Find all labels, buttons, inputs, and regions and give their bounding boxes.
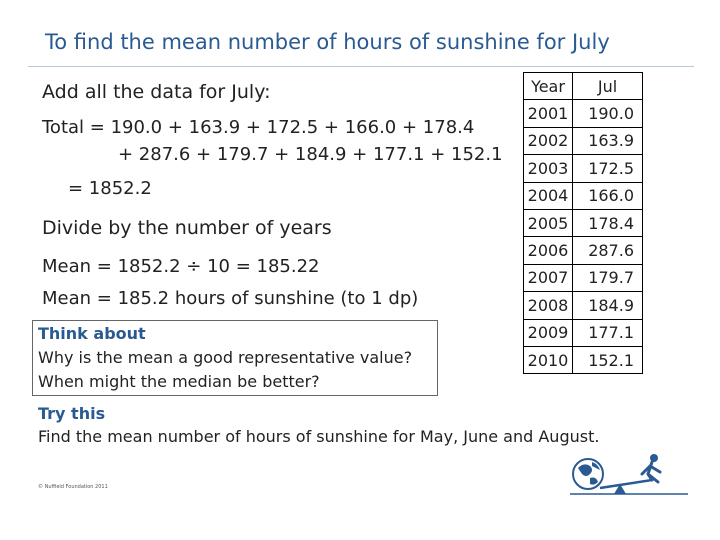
hours-cell: 166.0	[572, 181, 643, 210]
table-row: 2003 172.5	[523, 154, 643, 183]
table-row: 2001 190.0	[523, 99, 643, 128]
hours-cell: 178.4	[572, 208, 643, 238]
year-cell: 2001	[523, 99, 573, 128]
mean-result: Mean = 185.2 hours of sunshine (to 1 dp)	[42, 288, 419, 309]
table-row: 2002 163.9	[523, 126, 643, 156]
table-row: 2006 287.6	[523, 236, 643, 265]
year-cell: 2007	[523, 263, 573, 293]
think-about-question-2: When might the median be better?	[38, 372, 320, 391]
table-row: 2009 177.1	[523, 318, 643, 347]
try-this-heading: Try this	[38, 404, 106, 423]
table-header-row: Year Jul	[523, 71, 643, 101]
year-cell: 2003	[523, 154, 573, 183]
total-result: = 1852.2	[68, 178, 152, 199]
copyright-notice: © Nuffield Foundation 2011	[38, 484, 108, 490]
year-cell: 2010	[523, 345, 573, 375]
page-title: To find the mean number of hours of suns…	[45, 30, 610, 54]
hours-cell: 190.0	[572, 99, 643, 128]
table-row: 2004 166.0	[523, 181, 643, 210]
divide-instruction: Divide by the number of years	[42, 217, 332, 239]
total-line-1: Total = 190.0 + 163.9 + 172.5 + 166.0 + …	[42, 117, 475, 138]
total-line-2: + 287.6 + 179.7 + 184.9 + 177.1 + 152.1	[118, 144, 503, 165]
think-about-question-1: Why is the mean a good representative va…	[38, 348, 413, 367]
year-cell: 2008	[523, 291, 573, 320]
table-row: 2005 178.4	[523, 208, 643, 238]
hours-cell: 177.1	[572, 318, 643, 347]
nuffield-logo	[570, 452, 690, 500]
hours-cell: 172.5	[572, 154, 643, 183]
year-column-header: Year	[523, 71, 573, 101]
think-about-box	[32, 320, 438, 396]
table-row: 2010 152.1	[523, 345, 643, 375]
hours-cell: 179.7	[572, 263, 643, 293]
year-cell: 2002	[523, 126, 573, 156]
think-about-heading: Think about	[38, 324, 146, 343]
jul-column-header: Jul	[572, 71, 643, 101]
table-row: 2008 184.9	[523, 291, 643, 320]
globe-lever-icon	[570, 454, 688, 495]
year-cell: 2006	[523, 236, 573, 265]
year-cell: 2009	[523, 318, 573, 347]
hours-cell: 287.6	[572, 236, 643, 265]
hours-cell: 184.9	[572, 291, 643, 320]
try-this-text: Find the mean number of hours of sunshin…	[38, 427, 600, 446]
hours-cell: 163.9	[572, 126, 643, 156]
intro-text: Add all the data for July:	[42, 81, 271, 103]
year-cell: 2004	[523, 181, 573, 210]
mean-calculation: Mean = 1852.2 ÷ 10 = 185.22	[42, 256, 320, 277]
hours-cell: 152.1	[572, 345, 643, 375]
sunshine-data-table: Year Jul 2001 190.0 2002 163.9 2003 172.5 2…	[523, 71, 643, 375]
title-divider	[28, 66, 694, 67]
year-cell: 2005	[523, 208, 573, 238]
table-row: 2007 179.7	[523, 263, 643, 293]
